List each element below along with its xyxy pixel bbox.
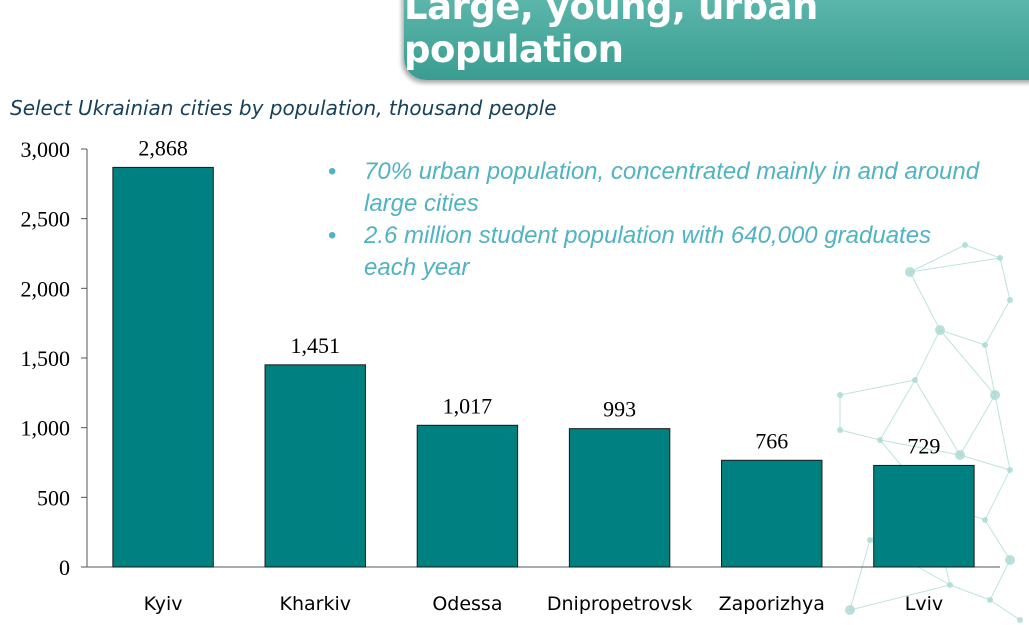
network-line bbox=[949, 584, 991, 601]
y-tick-label: 1,500 bbox=[21, 346, 71, 371]
network-node bbox=[1017, 617, 1023, 623]
network-line bbox=[914, 329, 941, 381]
network-line bbox=[984, 299, 1011, 346]
x-tick-label: Zaporizhya bbox=[719, 593, 825, 615]
y-tick-label: 3,000 bbox=[21, 137, 71, 162]
network-node bbox=[947, 582, 953, 588]
title-banner bbox=[404, 0, 1029, 80]
network-node bbox=[867, 537, 873, 543]
network-node bbox=[1007, 467, 1013, 473]
network-node bbox=[837, 427, 843, 433]
y-tick-label: 2,000 bbox=[21, 276, 71, 301]
data-label: 1,017 bbox=[443, 393, 493, 418]
network-node bbox=[1007, 297, 1013, 303]
x-tick-label: Dnipropetrovsk bbox=[547, 593, 692, 615]
network-line bbox=[849, 584, 951, 611]
bar bbox=[416, 424, 519, 568]
network-line bbox=[939, 329, 986, 346]
network-line bbox=[999, 257, 1011, 301]
data-label: 766 bbox=[755, 428, 788, 453]
network-line bbox=[989, 559, 1011, 601]
network-node bbox=[982, 517, 988, 523]
network-line bbox=[839, 429, 881, 441]
network-node bbox=[1005, 555, 1015, 565]
network-line bbox=[984, 469, 1011, 521]
x-tick-label: Odessa bbox=[432, 593, 502, 615]
data-label: 1,451 bbox=[291, 333, 341, 358]
network-node bbox=[982, 342, 988, 348]
network-node bbox=[935, 325, 945, 335]
bar bbox=[721, 459, 823, 568]
bar bbox=[873, 464, 975, 568]
y-tick-label: 500 bbox=[37, 485, 70, 510]
data-label: 2,868 bbox=[138, 135, 188, 160]
bullet-item: 2.6 million student population with 640,… bbox=[328, 220, 988, 284]
data-label: 729 bbox=[907, 433, 940, 458]
network-line bbox=[959, 454, 1011, 471]
network-line bbox=[839, 379, 916, 396]
bullet-list: 70% urban population, concentrated mainl… bbox=[328, 156, 988, 284]
y-tick-label: 1,000 bbox=[21, 416, 71, 441]
network-node bbox=[955, 450, 965, 460]
bar bbox=[112, 166, 214, 568]
data-label: 993 bbox=[603, 397, 636, 422]
network-node bbox=[912, 377, 918, 383]
network-line bbox=[994, 394, 1011, 471]
bar bbox=[568, 428, 671, 568]
x-tick-label: Kharkiv bbox=[280, 593, 351, 615]
network-line bbox=[984, 519, 1011, 561]
network-line bbox=[879, 379, 916, 441]
x-tick-label: Kyiv bbox=[144, 593, 183, 615]
network-node bbox=[877, 437, 883, 443]
page-title: Large, young, urban population bbox=[404, 0, 818, 71]
chart-subtitle: Select Ukrainian cities by population, t… bbox=[10, 96, 557, 120]
network-node bbox=[990, 390, 1000, 400]
network-node bbox=[987, 597, 993, 603]
network-node bbox=[997, 255, 1003, 261]
network-line bbox=[849, 539, 871, 611]
y-tick-label: 2,500 bbox=[21, 207, 71, 232]
x-tick-label: Lviv bbox=[905, 593, 943, 615]
y-tick-label: 0 bbox=[59, 555, 70, 580]
bar-chart: 0 500 1,000 1,500 2,000 2,500 3,000 2,868 Kyiv 1,… bbox=[21, 135, 1000, 615]
network-line bbox=[959, 394, 996, 456]
network-node bbox=[845, 605, 855, 615]
bar bbox=[264, 364, 366, 568]
network-line bbox=[914, 379, 961, 456]
network-line bbox=[939, 329, 996, 396]
network-line bbox=[989, 599, 1021, 621]
bullet-item: 70% urban population, concentrated mainl… bbox=[328, 156, 988, 220]
network-node bbox=[837, 392, 843, 398]
network-line bbox=[879, 439, 961, 456]
network-line bbox=[984, 344, 996, 396]
